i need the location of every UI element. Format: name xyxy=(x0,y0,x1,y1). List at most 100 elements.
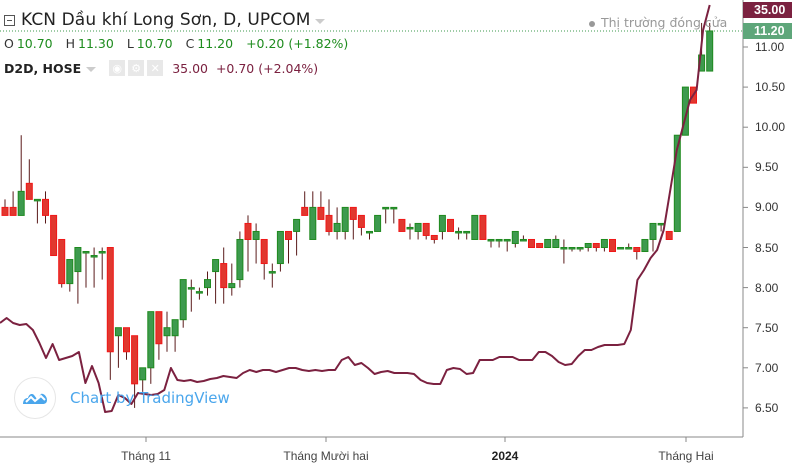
candle-down xyxy=(106,247,114,353)
price-axis-label: 7.00 xyxy=(755,360,779,375)
symbol-title[interactable]: KCN Dầu khí Long Sơn, D, UPCOM xyxy=(21,10,311,30)
open-label: O xyxy=(4,36,14,51)
compare-value: 35.00 +0.70 (+2.04%) xyxy=(172,60,319,76)
d2d-compare-line xyxy=(0,4,711,413)
candle-up xyxy=(17,190,25,216)
candle-down xyxy=(131,335,139,385)
time-axis-label: Tháng 11 xyxy=(121,449,171,463)
candle-down xyxy=(357,214,365,228)
candle-up xyxy=(187,287,195,290)
candle-down xyxy=(536,242,544,249)
candle-up xyxy=(90,255,98,258)
candle-up xyxy=(406,226,414,230)
candle-up xyxy=(706,30,714,72)
market-status: Thị trường đóng cửa xyxy=(589,15,727,30)
compare-symbol[interactable]: D2D, HOSE xyxy=(4,60,82,76)
price-axis-label: 9.00 xyxy=(755,200,779,215)
time-axis-label: Tháng Mười hai xyxy=(283,449,369,463)
time-axis-ticks xyxy=(145,437,687,442)
candle-up xyxy=(382,206,390,210)
candle-up xyxy=(236,238,244,281)
price-axis-label: 10.00 xyxy=(755,120,786,135)
price-axis-label: 7.50 xyxy=(755,320,779,335)
candle-up xyxy=(617,247,625,250)
candle-up xyxy=(625,247,633,250)
last-price-tag: 11.20 xyxy=(743,23,792,39)
price-axis-label: 10.50 xyxy=(755,80,786,95)
candle-up xyxy=(374,214,382,232)
tradingview-logo-icon xyxy=(14,377,56,419)
candle-down xyxy=(398,218,406,232)
price-axis-label: 11.00 xyxy=(755,40,785,54)
candle-down xyxy=(25,182,33,200)
status-dot-icon xyxy=(589,20,595,27)
tradingview-watermark[interactable]: Chart by TradingView xyxy=(14,377,230,419)
low-label: L xyxy=(126,36,134,51)
candle-up xyxy=(390,206,398,210)
candle-up xyxy=(74,247,82,273)
gear-icon[interactable]: ⚙ xyxy=(128,60,145,76)
price-axis-label: 8.50 xyxy=(755,240,779,255)
candle-down xyxy=(155,311,163,345)
high-value: 11.30 xyxy=(78,36,114,51)
close-label: C xyxy=(185,36,195,51)
compare-price-tag: 35.00 xyxy=(743,2,792,18)
candle-up xyxy=(98,251,106,254)
candle-up xyxy=(503,238,511,242)
price-axis-label: 9.50 xyxy=(755,160,779,175)
close-value: 11.20 xyxy=(197,36,234,51)
candle-up xyxy=(309,206,317,240)
candle-up xyxy=(333,222,341,232)
candle-up xyxy=(139,367,147,381)
candle-down xyxy=(422,222,430,236)
compare-legend: D2D, HOSE ◉ ⚙ ✕ 35.00 +0.70 (+2.04%) xyxy=(4,60,348,76)
collapse-legend-icon[interactable] xyxy=(4,14,15,26)
candle-up xyxy=(560,247,568,250)
candle-up xyxy=(584,242,592,249)
candle-up xyxy=(600,238,608,248)
candle-up xyxy=(455,230,463,234)
candle-up xyxy=(276,230,284,265)
candle-down xyxy=(447,218,454,232)
candle-up xyxy=(147,311,155,369)
candle-up xyxy=(341,206,349,232)
high-label: H xyxy=(65,36,76,51)
candle-down xyxy=(220,263,228,289)
candle-up xyxy=(33,198,41,202)
candle-down xyxy=(609,238,616,253)
candle-down xyxy=(317,206,325,220)
candle-up xyxy=(414,222,422,232)
chevron-down-icon[interactable] xyxy=(86,67,97,72)
candle-up xyxy=(544,238,552,248)
candlestick-series xyxy=(1,22,714,408)
candle-up xyxy=(568,247,576,250)
candle-up xyxy=(268,271,276,274)
candle-up xyxy=(366,230,373,234)
chevron-down-icon[interactable] xyxy=(315,19,326,24)
close-icon[interactable]: ✕ xyxy=(147,60,164,76)
candle-up xyxy=(171,319,179,337)
candle-up xyxy=(511,230,519,244)
candle-down xyxy=(528,238,535,248)
candle-up xyxy=(463,230,471,234)
candle-up xyxy=(649,222,657,240)
candle-up xyxy=(673,134,681,232)
candle-up xyxy=(195,291,203,294)
ohlc-values: O 10.70 H 11.30 L 10.70 C 11.20 +0.20 (+1.82… xyxy=(4,36,348,51)
change-value: +0.20 (+1.82%) xyxy=(246,36,349,51)
watermark-text: Chart by TradingView xyxy=(70,389,230,407)
price-axis-label: 8.00 xyxy=(755,280,779,295)
candle-down xyxy=(592,242,600,249)
candle-down xyxy=(58,238,66,285)
candle-down xyxy=(9,206,17,216)
candle-down xyxy=(665,230,673,240)
price-axis-ticks xyxy=(743,46,748,409)
candle-up xyxy=(657,222,665,226)
candle-up xyxy=(252,230,260,240)
candle-up xyxy=(487,238,495,242)
candle-up xyxy=(228,283,236,289)
open-value: 10.70 xyxy=(16,36,53,51)
candle-down xyxy=(285,230,292,240)
eye-icon[interactable]: ◉ xyxy=(109,60,126,76)
